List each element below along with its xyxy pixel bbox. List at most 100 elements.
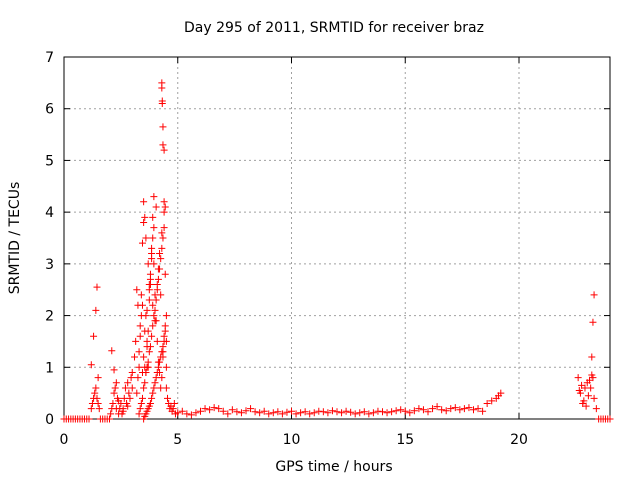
y-tick-label: 6 — [45, 102, 54, 118]
data-point — [365, 410, 373, 418]
data-point — [260, 407, 268, 415]
data-point — [306, 410, 314, 418]
data-point — [93, 283, 101, 291]
data-point — [135, 348, 143, 356]
data-point — [210, 404, 218, 412]
data-point — [94, 399, 102, 407]
data-point — [589, 318, 597, 326]
x-tick-label: 15 — [396, 432, 414, 448]
data-point — [121, 384, 129, 392]
data-point — [158, 244, 166, 252]
data-point — [160, 198, 168, 206]
x-tick-label: 10 — [283, 432, 301, 448]
data-point — [146, 275, 154, 283]
data-point — [483, 399, 491, 407]
data-point — [125, 389, 133, 397]
data-point — [160, 224, 168, 232]
data-point — [140, 384, 148, 392]
data-point — [159, 141, 167, 149]
data-point — [606, 415, 614, 423]
data-point — [110, 366, 118, 374]
data-point — [150, 312, 158, 320]
data-point — [479, 407, 487, 415]
data-point — [143, 363, 151, 371]
data-point — [150, 384, 158, 392]
data-point — [160, 146, 168, 154]
data-point — [156, 250, 164, 258]
data-point — [93, 394, 101, 402]
data-point — [141, 213, 149, 221]
data-point — [251, 408, 259, 416]
data-point — [580, 397, 588, 405]
data-point — [135, 410, 143, 418]
data-point — [158, 229, 166, 237]
data-point — [143, 407, 151, 415]
data-point — [119, 407, 127, 415]
data-point — [342, 407, 350, 415]
data-point — [112, 379, 120, 387]
data-point — [124, 402, 132, 410]
data-point — [145, 281, 153, 289]
data-point — [460, 405, 468, 413]
data-point — [575, 387, 583, 395]
data-point — [144, 260, 152, 268]
data-point — [85, 415, 93, 423]
data-point — [397, 406, 405, 414]
data-point — [157, 353, 165, 361]
data-point — [90, 332, 98, 340]
data-point — [451, 404, 459, 412]
x-tick-label: 0 — [60, 432, 69, 448]
data-point — [369, 409, 377, 417]
data-point — [138, 368, 146, 376]
data-point — [91, 389, 99, 397]
plot-frame — [63, 56, 611, 420]
data-point — [132, 337, 140, 345]
data-point — [94, 374, 102, 382]
x-axis-label: GPS time / hours — [275, 459, 392, 475]
data-point — [170, 399, 178, 407]
data-point — [136, 405, 144, 413]
data-point — [429, 405, 437, 413]
data-point — [108, 347, 116, 355]
data-point — [333, 408, 341, 416]
data-point — [588, 353, 596, 361]
data-point — [87, 405, 95, 413]
data-point — [145, 402, 153, 410]
data-point — [148, 394, 156, 402]
data-point — [131, 353, 139, 361]
data-point — [351, 410, 359, 418]
data-point — [383, 409, 391, 417]
data-point — [288, 407, 295, 415]
data-point — [269, 409, 277, 417]
data-point — [151, 379, 159, 387]
data-point — [152, 203, 160, 211]
data-point — [219, 407, 227, 415]
data-point — [136, 322, 144, 330]
data-point — [224, 410, 232, 418]
data-point — [187, 411, 195, 419]
data-point — [590, 291, 598, 299]
data-point — [192, 409, 200, 417]
data-point — [161, 203, 169, 211]
data-point — [419, 406, 427, 414]
data-point — [154, 363, 162, 371]
data-point — [162, 337, 170, 345]
data-point — [315, 407, 323, 415]
data-point — [589, 374, 597, 382]
data-point — [141, 327, 149, 335]
data-point — [162, 363, 170, 371]
data-point — [206, 406, 214, 414]
data-point — [124, 379, 132, 387]
data-point — [157, 291, 165, 299]
data-point — [574, 374, 582, 382]
y-tick-label: 1 — [45, 360, 54, 376]
data-point — [153, 368, 161, 376]
y-tick-label: 4 — [45, 205, 54, 221]
data-point — [447, 405, 455, 413]
data-point — [110, 389, 118, 397]
data-point — [310, 409, 318, 417]
axis-ticks: 0 5 10 15 20 0 1 2 3 4 5 6 7 — [45, 50, 610, 448]
data-point — [92, 306, 100, 314]
data-point — [582, 402, 590, 410]
data-point — [145, 348, 153, 356]
